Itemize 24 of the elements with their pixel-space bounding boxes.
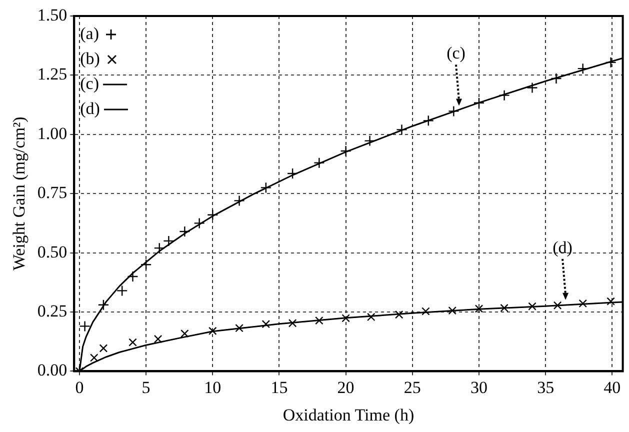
x-tick-label: 20: [337, 378, 354, 397]
y-tick-label: 1.00: [37, 124, 68, 143]
legend-label: (d): [80, 98, 100, 118]
legend-label: (a): [80, 24, 100, 43]
legend-label: (c): [80, 74, 100, 93]
y-tick-label: 0.50: [37, 242, 68, 262]
x-tick-label: 35: [537, 378, 554, 397]
x-tick-label: 30: [470, 378, 488, 397]
y-axis-title: Weight Gain (mg/cm²): [10, 116, 29, 271]
x-tick-label: 15: [270, 378, 288, 397]
legend-label: (b): [80, 48, 100, 68]
y-tick-label: 1.25: [37, 64, 68, 84]
x-axis-title: Oxidation Time (h): [282, 405, 414, 424]
y-tick-label: 0.00: [37, 360, 68, 380]
x-tick-label: 0: [75, 378, 84, 397]
annotation: (c): [446, 44, 466, 63]
x-tick-label: 40: [604, 378, 621, 397]
x-tick-label: 5: [142, 378, 150, 397]
y-tick-label: 1.50: [37, 5, 68, 24]
y-tick-label: 0.25: [37, 301, 68, 320]
annotation: (d): [552, 238, 572, 257]
x-tick-label: 25: [404, 378, 421, 397]
x-tick-label: 10: [204, 378, 222, 397]
y-tick-label: 0.75: [37, 183, 68, 202]
